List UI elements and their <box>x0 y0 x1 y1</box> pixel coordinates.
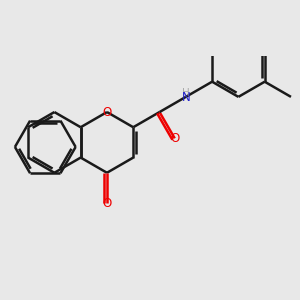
Text: O: O <box>102 196 112 210</box>
Text: O: O <box>102 106 112 118</box>
Text: N: N <box>182 91 190 104</box>
Text: H: H <box>182 88 190 98</box>
Text: O: O <box>170 132 179 145</box>
